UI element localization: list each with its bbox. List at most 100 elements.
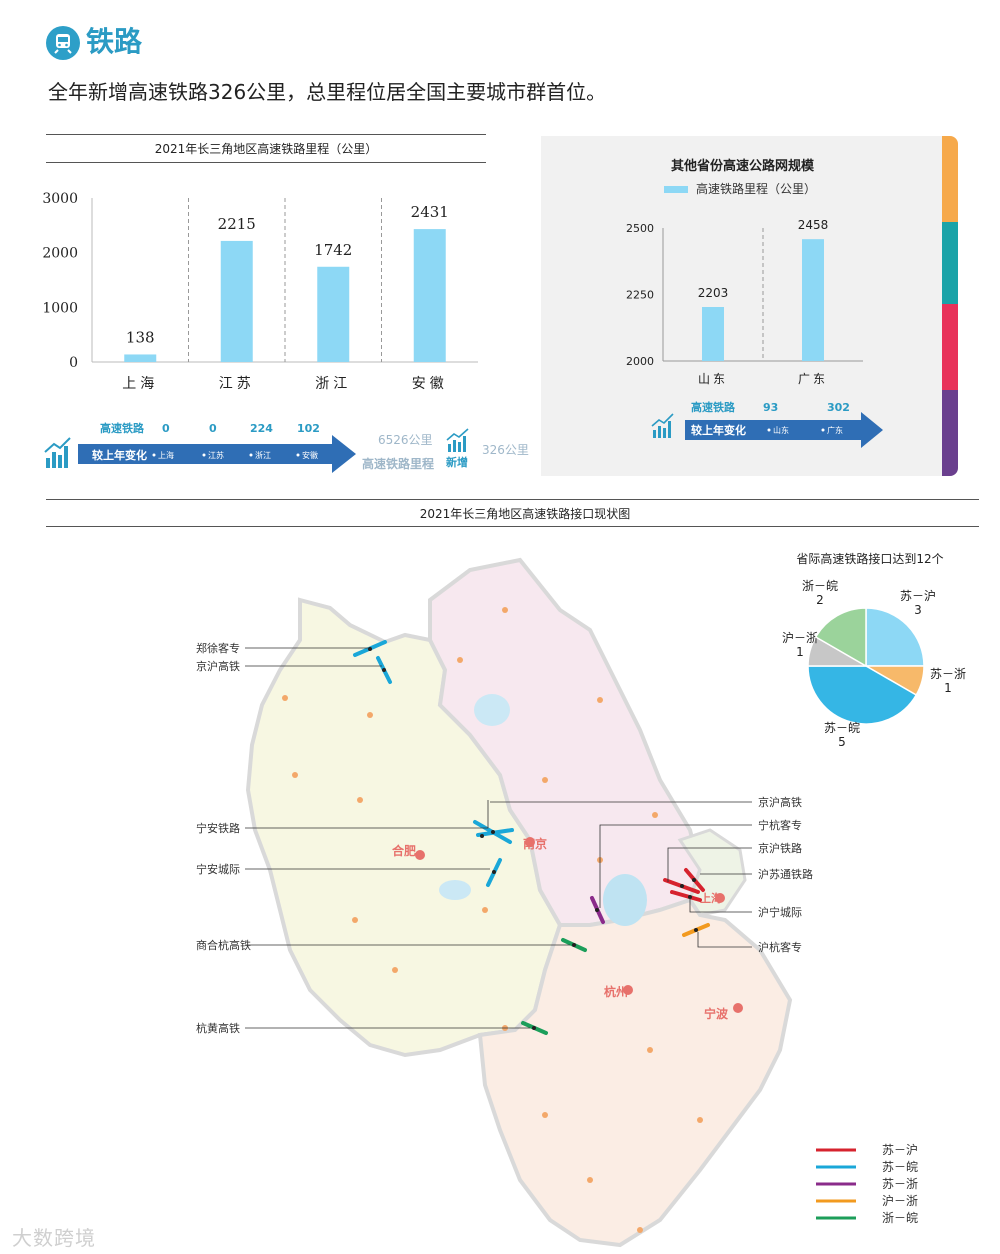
side-tab xyxy=(942,304,958,390)
pie-slice xyxy=(814,607,867,668)
pie-slice-value: 5 xyxy=(838,735,846,749)
y-tick-label: 2000 xyxy=(42,246,78,262)
bar-value-label: 1742 xyxy=(314,241,352,259)
page-subtitle: 全年新增高速铁路326公里，总里程位居全国主要城市群首位。 xyxy=(48,80,607,104)
side-tab xyxy=(942,390,958,476)
city-label: 合肥 xyxy=(392,843,416,858)
y-tick-label: 0 xyxy=(69,355,78,371)
pie-slice xyxy=(807,665,918,725)
change2-region: 广东 xyxy=(827,425,843,435)
pie-slice-label: 浙－皖 xyxy=(802,579,838,593)
change1-arrow-label: 较上年变化 xyxy=(92,448,147,462)
rail-line-label: 京沪高铁 xyxy=(758,795,802,809)
pie-title: 省际高速铁路接口达到12个 xyxy=(796,552,944,566)
new-mileage-value: 326公里 xyxy=(482,443,529,457)
y-tick-label: 2250 xyxy=(626,289,654,302)
map-top-rule xyxy=(46,499,979,500)
chart2-legend-label: 高速铁路里程（公里） xyxy=(696,182,817,196)
legend-label: 浙－皖 xyxy=(882,1211,918,1225)
rail-line-label: 沪宁城际 xyxy=(758,905,802,919)
city-label: 宁波 xyxy=(704,1006,729,1021)
change1-value: 0 xyxy=(209,422,217,435)
pie-slice-label: 苏－沪 xyxy=(900,589,936,603)
bar-value-label: 138 xyxy=(126,328,155,346)
rail-line-label: 宁安铁路 xyxy=(196,821,240,835)
total-mileage-value: 6526公里 xyxy=(378,433,433,447)
x-tick-label: 浙江 xyxy=(315,376,351,392)
change1-region: 江苏 xyxy=(208,450,224,460)
other-provinces-panel xyxy=(541,136,944,476)
city-label: 南京 xyxy=(523,836,547,851)
change1-value: 224 xyxy=(250,422,273,435)
chart1-bar-chart: 0 1000 2000 3000 138 上海 2215 江苏 1742 浙江 2431 安徽 xyxy=(42,191,478,392)
page-title: 铁路 xyxy=(86,25,143,58)
growth-chart-icon xyxy=(651,413,674,438)
city-label: 上海 xyxy=(700,891,722,905)
rail-line-label: 沪苏通铁路 xyxy=(758,867,813,881)
legend-label: 苏－皖 xyxy=(882,1160,918,1174)
side-tab xyxy=(942,136,958,222)
chaohu-lake xyxy=(439,880,471,900)
hongze-lake xyxy=(474,694,510,726)
change2-value: 93 xyxy=(763,401,778,414)
watermark: 大数跨境 xyxy=(12,1226,96,1250)
map-legend: 苏－沪 苏－皖 苏－浙 沪－浙 浙－皖 xyxy=(816,1143,918,1225)
change1-region: 上海 xyxy=(158,450,174,460)
pie-slice xyxy=(865,607,925,667)
pie-slice-label: 苏－浙 xyxy=(930,667,966,681)
change1-region: 安徽 xyxy=(302,450,318,460)
rail-line-label: 宁安城际 xyxy=(196,862,240,876)
chart2-legend-swatch xyxy=(664,186,688,193)
change-arrow-2: 高速铁路 较上年变化 93 302 山东 广东 xyxy=(651,400,883,448)
bar xyxy=(702,307,724,361)
rail-line-label: 宁杭客专 xyxy=(758,818,802,832)
rail-line-label: 杭黄高铁 xyxy=(196,1021,240,1035)
rail-line-label: 沪杭客专 xyxy=(758,940,802,954)
rail-line-label: 京沪高铁 xyxy=(196,659,240,673)
taihu-lake xyxy=(603,874,647,926)
new-mileage-label: 新增 xyxy=(446,455,468,469)
rail-line-label: 商合杭高铁 xyxy=(196,938,251,952)
change1-region: 浙江 xyxy=(255,450,271,460)
train-icon xyxy=(46,26,80,60)
change2-region: 山东 xyxy=(773,425,789,435)
total-mileage-label: 高速铁路里程 xyxy=(362,456,434,471)
pie-slice-label: 沪－浙 xyxy=(782,631,818,645)
y-tick-label: 1000 xyxy=(42,300,78,316)
x-tick-label: 江苏 xyxy=(219,376,255,392)
side-tab xyxy=(942,222,958,304)
rail-interface-map: 南京 合肥 杭州 宁波 上海 xyxy=(196,557,918,1248)
pie-slice-label: 苏－皖 xyxy=(824,721,860,735)
bar-value-label: 2431 xyxy=(411,203,449,221)
change1-value: 102 xyxy=(297,422,320,435)
x-tick-label: 安徽 xyxy=(412,376,448,392)
growth-chart-icon xyxy=(44,437,71,468)
bar xyxy=(802,239,824,361)
x-tick-label: 上海 xyxy=(122,376,158,392)
growth-chart-icon xyxy=(446,428,469,452)
bar-value-label: 2458 xyxy=(798,218,829,232)
pie-slice-value: 2 xyxy=(816,593,824,607)
chart2-title: 其他省份高速公路网规模 xyxy=(670,159,814,174)
bar xyxy=(220,240,253,362)
pie-slice-value: 1 xyxy=(944,681,952,695)
bar xyxy=(124,354,157,362)
map-title: 2021年长三角地区高速铁路接口现状图 xyxy=(419,507,631,521)
y-tick-label: 3000 xyxy=(42,191,78,207)
bar-value-label: 2203 xyxy=(698,286,729,300)
legend-label: 苏－浙 xyxy=(882,1177,918,1191)
change2-arrow-label: 较上年变化 xyxy=(691,423,746,437)
x-tick-label: 山东 xyxy=(698,372,728,386)
city-label: 杭州 xyxy=(604,984,628,999)
pie-slice-value: 3 xyxy=(914,603,922,617)
bar-value-label: 2215 xyxy=(218,215,256,233)
change2-row-label: 高速铁路 xyxy=(691,400,736,414)
chart1-top-rule xyxy=(46,134,486,135)
legend-label: 沪－浙 xyxy=(882,1194,918,1208)
map-bottom-rule xyxy=(46,526,979,527)
chart1-title: 2021年长三角地区高速铁路里程（公里） xyxy=(154,142,378,156)
rail-line-label: 京沪铁路 xyxy=(758,841,802,855)
change1-value: 0 xyxy=(162,422,170,435)
interface-pie-chart: 苏－沪3苏－浙1苏－皖5沪－浙1浙－皖2 xyxy=(782,579,966,749)
x-tick-label: 广东 xyxy=(798,372,828,386)
